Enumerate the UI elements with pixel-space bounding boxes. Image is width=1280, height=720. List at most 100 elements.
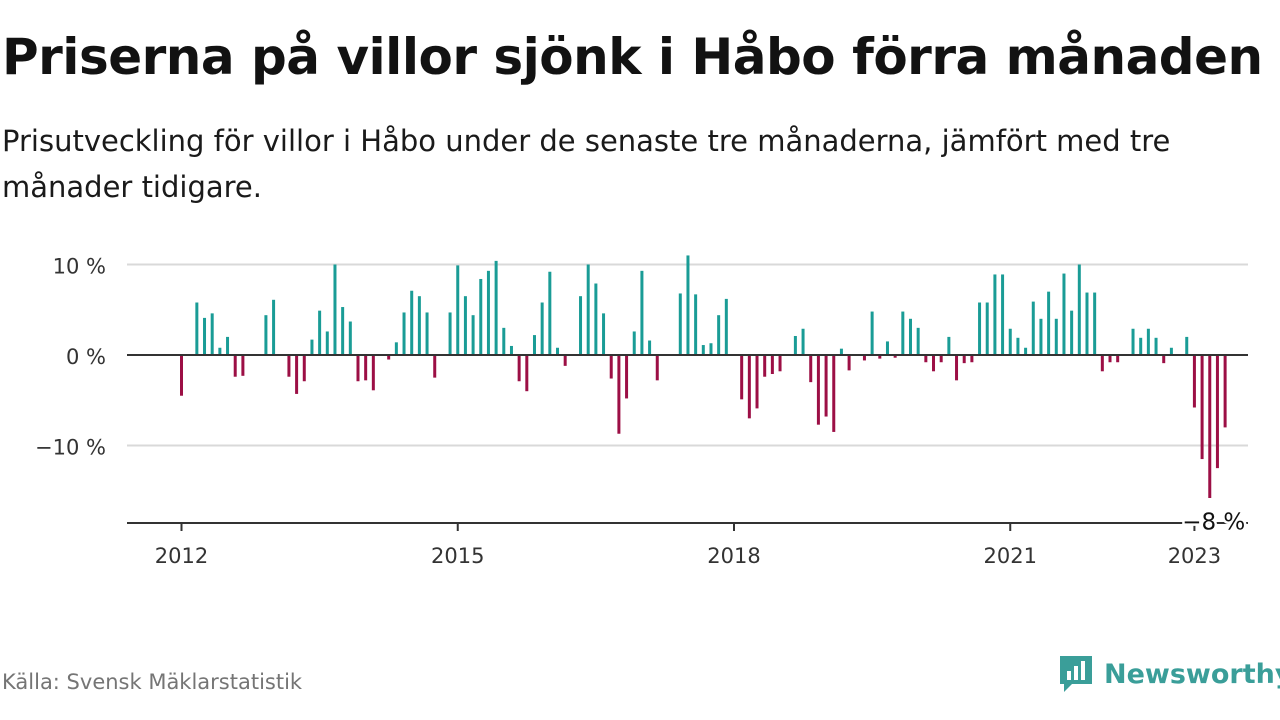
bar [310,339,314,355]
bar [463,296,467,355]
bar [356,355,360,382]
bar [302,355,306,382]
bar [1139,337,1143,355]
annotation-label: −8 % [1182,509,1245,535]
bar [893,355,897,358]
bar [509,345,513,355]
bar [1192,355,1196,408]
bar [502,327,506,355]
bar [272,299,276,355]
x-tick-label: 2015 [431,544,484,568]
bar [747,355,751,419]
bar [993,274,997,355]
bar [417,296,421,355]
bar [556,347,560,355]
bar [678,293,682,355]
bar [318,310,322,355]
bar [862,355,866,361]
bar [494,260,498,355]
bar [333,264,337,355]
bar [203,317,207,355]
newsworthy-logo[interactable]: Newsworthy [1058,654,1280,694]
bar [1108,355,1112,363]
bar [755,355,759,409]
bar [425,312,429,355]
bar [448,312,452,355]
bar [809,355,813,383]
bar [563,355,567,366]
bar [1085,292,1089,355]
bar [686,255,690,355]
bar [939,355,943,363]
bar [264,315,268,355]
bar [1001,274,1005,355]
bar [180,355,183,396]
bar [978,302,982,355]
bars [180,255,1227,498]
bar [1070,310,1074,355]
chart-title: Priserna på villor sjönk i Håbo förra må… [2,28,1263,86]
bar [1077,264,1081,355]
x-tick-label: 2012 [155,544,208,568]
bar [908,318,912,355]
bar [1208,355,1212,498]
bar [602,313,606,355]
bar [540,302,544,355]
y-tick-label: 10 % [53,255,106,279]
y-axis: 10 % 0 % −10 % [35,255,106,460]
source-note: Källa: Svensk Mäklarstatistik [2,670,303,694]
bar [694,294,698,355]
bar [195,302,199,355]
bar [655,355,659,381]
bar [456,265,460,355]
bar [287,355,291,377]
bar [932,355,936,372]
x-axis: 2012 2015 2018 2021 2023 [127,522,1248,568]
bar [839,348,843,355]
bar [579,296,583,355]
bar [1039,318,1043,355]
bar [1024,347,1028,355]
bar [947,336,951,355]
bar [1047,291,1051,355]
bar [387,355,391,360]
bar [1054,318,1058,355]
newsworthy-logo-icon [1060,656,1092,692]
bar [1008,328,1012,355]
bar [962,355,966,364]
bar [970,355,974,363]
bar [1223,355,1227,428]
bar [648,340,652,355]
bar [1215,355,1219,469]
bar [486,270,490,355]
bar [325,331,329,355]
bar [295,355,299,394]
bar [1100,355,1104,372]
bar [433,355,437,378]
bar [632,331,636,355]
x-tick-label: 2018 [707,544,760,568]
bar [1154,337,1158,355]
bar [617,355,621,434]
bar [709,343,713,355]
bar [701,345,705,355]
bar [1162,355,1166,364]
bar [1031,301,1035,355]
y-tick-label: 0 % [66,345,106,369]
bar [1146,328,1150,355]
bar [1169,347,1173,355]
bar [870,311,874,355]
bar [341,307,345,355]
bar [824,355,828,417]
bar [985,302,989,355]
bar [517,355,521,382]
bar [724,298,728,355]
bar [740,355,744,400]
bar [625,355,629,399]
bar [410,290,414,355]
x-tick-label: 2021 [984,544,1037,568]
bar-chart: 10 % 0 % −10 % 2012 2015 2018 2021 2023 −8 % [35,255,1248,568]
bar [955,355,959,381]
bar [878,355,882,359]
brand-name: Newsworthy [1104,658,1280,690]
